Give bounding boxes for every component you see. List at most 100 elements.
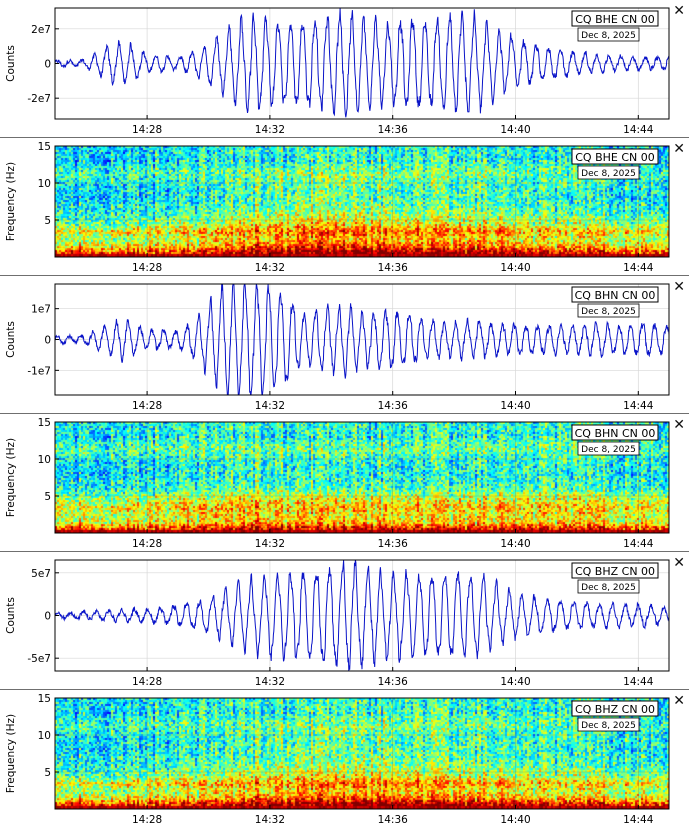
date-label: Dec 8, 2025	[581, 307, 636, 317]
y-tick-label: 10	[38, 178, 51, 190]
bhn-spectrogram-chart: 14:28 14:32 14:36 14:40 14:44 15 10 5 Frequency …	[5, 417, 670, 550]
date-label-box	[577, 303, 640, 318]
bhz-waveform-panel: 14:28 14:32 14:36 14:40 14:44 5e7 0 -5e7 Counts C…	[0, 552, 689, 690]
x-tick-label: 14:28	[132, 262, 162, 274]
y-tick-label: 2e7	[31, 24, 51, 36]
bhn-spectrogram-panel: 14:28 14:32 14:36 14:40 14:44 15 10 5 Frequency …	[0, 414, 689, 552]
y-tick-label: 5e7	[31, 568, 51, 580]
bhe-waveform-chart: 14:28 14:32 14:36 14:40 14:44 2e7 0 -2e7 Counts C…	[5, 7, 670, 136]
x-tick-label: 14:36	[378, 124, 409, 136]
date-label-box	[577, 165, 640, 180]
y-axis-label: Counts	[5, 45, 17, 82]
x-tick-label: 14:40	[500, 538, 530, 550]
x-tick-label: 14:32	[255, 400, 285, 412]
x-tick-label: 14:32	[255, 538, 285, 550]
x-tick-label: 14:36	[378, 262, 409, 274]
bhe-spectrogram-panel: 14:28 14:32 14:36 14:40 14:44 15 10 5 Frequency …	[0, 138, 689, 276]
plot-frame	[54, 421, 670, 534]
x-tick-label: 14:36	[378, 814, 409, 826]
close-icon[interactable]: ✕	[673, 555, 685, 571]
date-label: Dec 8, 2025	[581, 583, 636, 593]
waveform-trace	[54, 8, 670, 118]
y-tick-label: 5	[44, 215, 51, 227]
bhn-waveform-chart: 14:28 14:32 14:36 14:40 14:44 1e7 0 -1e7 Counts C…	[5, 283, 670, 412]
close-icon[interactable]: ✕	[673, 693, 685, 709]
x-tick-label: 14:44	[623, 538, 654, 550]
bhz-spectrogram-panel: 14:28 14:32 14:36 14:40 14:44 15 10 5 Frequency …	[0, 690, 689, 828]
panel-divider	[0, 275, 689, 276]
x-tick-label: 14:44	[623, 814, 654, 826]
y-tick-label: 1e7	[31, 304, 51, 316]
y-tick-label: 0	[44, 335, 51, 347]
bhn-waveform-panel: 14:28 14:32 14:36 14:40 14:44 1e7 0 -1e7 Counts C…	[0, 276, 689, 414]
station-label-box	[571, 10, 659, 27]
bhe-spectrogram-chart: 14:28 14:32 14:36 14:40 14:44 15 10 5 Frequency …	[5, 141, 670, 274]
y-tick-label: 0	[44, 611, 51, 623]
bhz-spectrogram-chart: 14:28 14:32 14:36 14:40 14:44 15 10 5 Frequency …	[5, 693, 670, 826]
x-tick-label: 14:40	[500, 400, 530, 412]
station-label-box	[571, 424, 659, 441]
panel-divider	[0, 413, 689, 414]
station-label-box	[571, 148, 659, 165]
x-tick-label: 14:28	[132, 814, 162, 826]
station-label: CQ BHE CN 00	[575, 13, 655, 26]
plot-frame	[54, 145, 670, 258]
station-label: CQ BHZ CN 00	[575, 565, 655, 578]
panel-divider	[0, 551, 689, 552]
x-tick-label: 14:44	[623, 124, 654, 136]
waveform-trace	[54, 283, 670, 396]
station-label-box	[571, 286, 659, 303]
x-tick-label: 14:32	[255, 814, 285, 826]
y-axis-label: Counts	[5, 597, 17, 634]
y-axis-label: Frequency (Hz)	[5, 162, 17, 241]
y-tick-label: 0	[44, 59, 51, 71]
plot-frame	[54, 697, 670, 810]
date-label-box	[577, 441, 640, 456]
station-label: CQ BHE CN 00	[575, 151, 655, 164]
y-tick-label: 5	[44, 491, 51, 503]
x-tick-label: 14:36	[378, 400, 409, 412]
x-tick-label: 14:36	[378, 538, 409, 550]
x-tick-label: 14:28	[132, 400, 162, 412]
y-tick-label: 10	[38, 730, 51, 742]
y-tick-label: -5e7	[27, 653, 51, 665]
date-label-box	[577, 27, 640, 42]
station-label-box	[571, 562, 659, 579]
x-tick-label: 14:32	[255, 262, 285, 274]
date-label: Dec 8, 2025	[581, 445, 636, 455]
date-label-box	[577, 579, 640, 594]
bhz-waveform-chart: 14:28 14:32 14:36 14:40 14:44 5e7 0 -5e7 Counts C…	[5, 559, 670, 688]
panel-divider	[0, 689, 689, 690]
x-tick-label: 14:40	[500, 814, 530, 826]
station-label: CQ BHZ CN 00	[575, 703, 655, 716]
panel-divider	[0, 137, 689, 138]
y-tick-label: -1e7	[27, 365, 51, 377]
x-tick-label: 14:40	[500, 124, 530, 136]
x-tick-label: 14:44	[623, 400, 654, 412]
y-tick-label: 15	[38, 693, 51, 705]
date-label: Dec 8, 2025	[581, 31, 636, 41]
x-tick-label: 14:32	[255, 676, 285, 688]
y-axis-label: Frequency (Hz)	[5, 714, 17, 793]
x-tick-label: 14:32	[255, 124, 285, 136]
x-tick-label: 14:36	[378, 676, 409, 688]
station-label: CQ BHN CN 00	[575, 289, 656, 302]
x-tick-label: 14:40	[500, 262, 530, 274]
bhe-waveform-panel: 14:28 14:32 14:36 14:40 14:44 2e7 0 -2e7 Counts C…	[0, 0, 689, 138]
close-icon[interactable]: ✕	[673, 417, 685, 433]
close-icon[interactable]: ✕	[673, 279, 685, 295]
spectrogram-heatmap	[55, 698, 669, 809]
y-tick-label: -2e7	[27, 93, 51, 105]
y-tick-label: 5	[44, 767, 51, 779]
station-label-box	[571, 700, 659, 717]
date-label: Dec 8, 2025	[581, 169, 636, 179]
close-icon[interactable]: ✕	[673, 141, 685, 157]
station-label: CQ BHN CN 00	[575, 427, 656, 440]
x-tick-label: 14:28	[132, 676, 162, 688]
close-icon[interactable]: ✕	[673, 3, 685, 19]
date-label-box	[577, 717, 640, 732]
y-axis-label: Counts	[5, 321, 17, 358]
waveform-trace	[54, 559, 670, 672]
y-tick-label: 15	[38, 417, 51, 429]
y-tick-label: 15	[38, 141, 51, 153]
